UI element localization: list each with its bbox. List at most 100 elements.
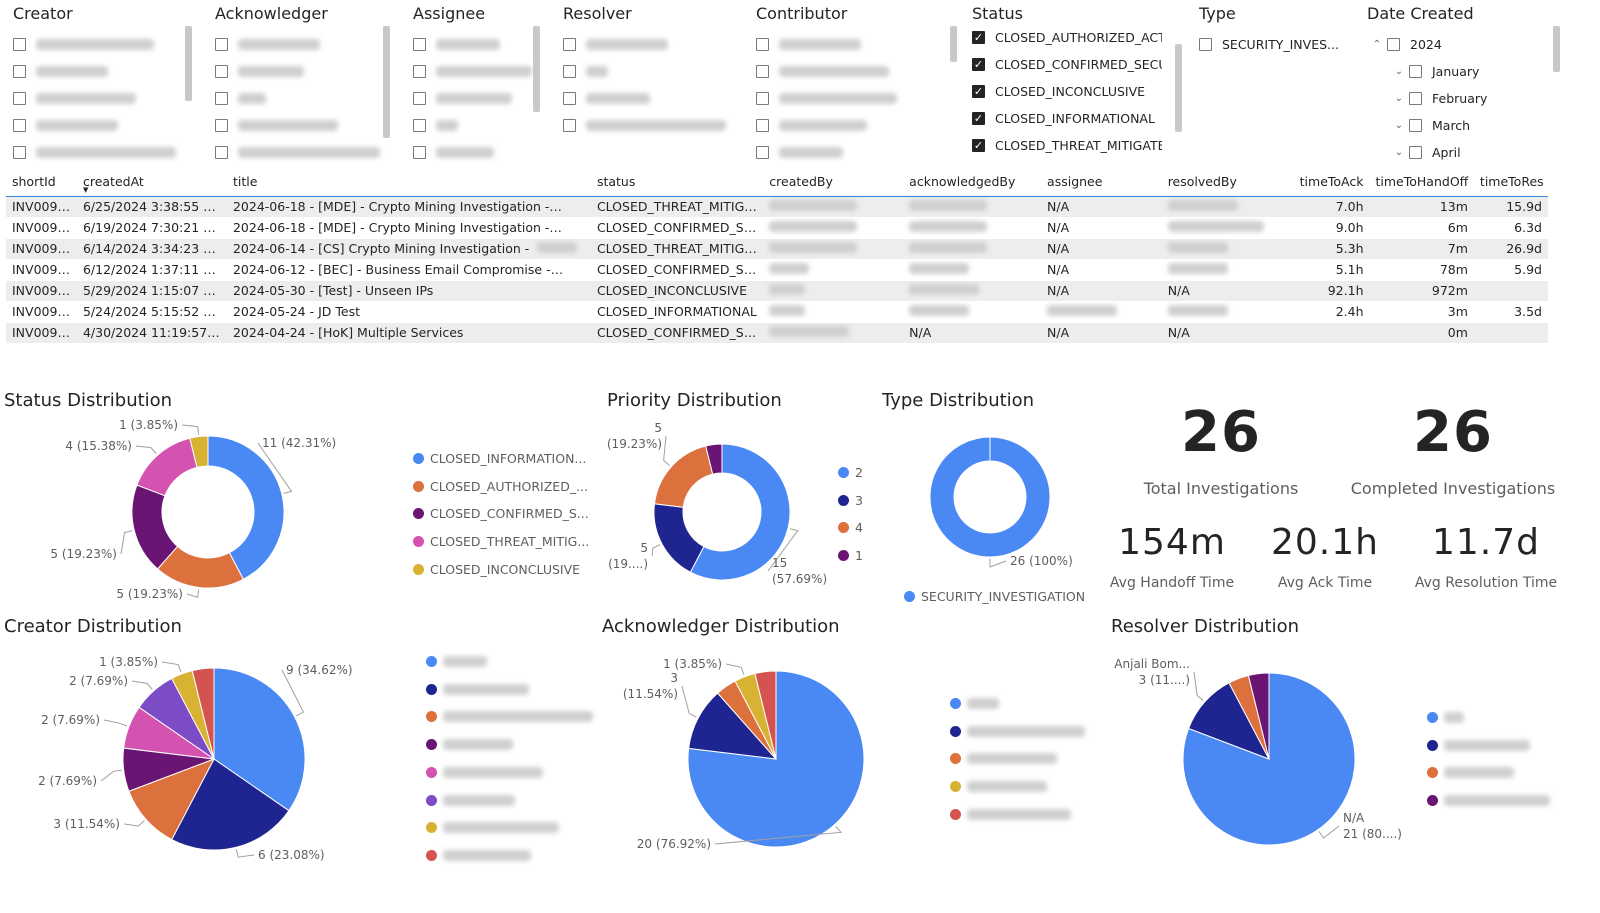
chevron-up-icon[interactable]: ⌃ — [1372, 39, 1382, 50]
slicer-item[interactable] — [13, 112, 203, 139]
legend-item-creator[interactable] — [426, 711, 593, 723]
legend-item-resolver[interactable] — [1427, 712, 1464, 723]
date-month-row[interactable]: ⌄ January — [1367, 58, 1557, 85]
legend-item-creator[interactable] — [426, 766, 543, 778]
legend-item-creator[interactable] — [426, 739, 513, 751]
slice-resolver-1[interactable] — [1187, 682, 1271, 760]
column-header-timeToRes[interactable]: timeToRes — [1473, 168, 1548, 197]
checkbox[interactable] — [563, 92, 576, 105]
checkbox[interactable] — [215, 119, 228, 132]
slice-resolver-3[interactable] — [1247, 672, 1270, 760]
table-row[interactable]: INV00928 6/12/2024 1:37:11 PM 2024-06-12 -… — [6, 259, 1548, 281]
slice-status-0[interactable] — [207, 435, 285, 580]
checkbox[interactable] — [13, 92, 26, 105]
sort-desc-icon[interactable]: ▼ — [82, 185, 89, 194]
table-row[interactable]: INV00930 6/14/2024 3:34:23 PM 2024-06-14 -… — [6, 238, 1548, 260]
slicer-item[interactable] — [13, 139, 203, 166]
checkbox[interactable] — [756, 119, 769, 132]
table-row[interactable]: INV00931 6/19/2024 7:30:21 AM 2024-06-18 -… — [6, 217, 1548, 239]
column-header-createdBy[interactable]: createdBy — [763, 168, 904, 197]
slicer-item[interactable] — [563, 112, 753, 139]
legend-item-creator[interactable] — [426, 794, 515, 806]
legend-item-creator[interactable] — [426, 822, 559, 834]
slice-creator-0[interactable] — [213, 667, 306, 812]
slice-ack-4[interactable] — [754, 670, 777, 760]
legend-item-status[interactable]: CLOSED_AUTHORIZED_... — [413, 479, 588, 494]
legend-item-status[interactable]: CLOSED_THREAT_MITIG... — [413, 534, 589, 549]
table-row[interactable]: INV00918 5/29/2024 1:15:07 PM 2024-05-30 -… — [6, 280, 1548, 302]
checkbox[interactable] — [215, 146, 228, 159]
slicer-item[interactable] — [563, 58, 753, 85]
slicer-item[interactable] — [413, 139, 603, 166]
scrollbar[interactable] — [1175, 44, 1182, 132]
slicer-item-status[interactable]: ✓ CLOSED_AUTHORIZED_ACTIVITY — [972, 24, 1162, 51]
slice-priority-2[interactable] — [653, 445, 714, 508]
table-row[interactable]: INV00908 4/30/2024 11:19:57 AM 2024-04-24 … — [6, 322, 1548, 344]
legend-item-ack[interactable] — [950, 725, 1085, 737]
slicer-item[interactable] — [13, 31, 203, 58]
checkbox[interactable]: ✓ — [972, 85, 985, 98]
column-header-assignee[interactable]: assignee — [1041, 168, 1162, 197]
table-row[interactable]: INV00917 5/24/2024 5:15:52 PM 2024-05-24 -… — [6, 301, 1548, 323]
checkbox[interactable] — [1409, 146, 1422, 159]
slice-priority-3[interactable] — [705, 443, 723, 475]
checkbox[interactable] — [215, 92, 228, 105]
scrollbar[interactable] — [950, 26, 957, 62]
slicer-item-status[interactable]: ✓ CLOSED_CONFIRMED_SECURIT... — [972, 51, 1162, 78]
checkbox[interactable] — [215, 65, 228, 78]
slice-ack-1[interactable] — [688, 692, 778, 760]
slice-creator-7[interactable] — [191, 667, 215, 760]
legend-item-priority[interactable]: 4 — [838, 520, 863, 535]
date-year-row[interactable]: ⌃ 2024 — [1367, 31, 1557, 58]
checkbox[interactable]: ✓ — [972, 58, 985, 71]
checkbox[interactable] — [413, 65, 426, 78]
slicer-item-status[interactable]: ✓ CLOSED_THREAT_MITIGATED — [972, 132, 1162, 159]
column-header-timeToHandOff[interactable]: timeToHandOff — [1369, 168, 1474, 197]
slicer-item-status[interactable]: ✓ CLOSED_INCONCLUSIVE — [972, 78, 1162, 105]
column-header-timeToAck[interactable]: timeToAck — [1293, 168, 1370, 197]
checkbox[interactable] — [756, 38, 769, 51]
legend-item-status[interactable]: CLOSED_INCONCLUSIVE — [413, 562, 580, 577]
legend-item-creator[interactable] — [426, 849, 531, 861]
checkbox[interactable] — [215, 38, 228, 51]
legend-item-creator[interactable] — [426, 656, 487, 667]
checkbox[interactable] — [413, 38, 426, 51]
column-header-shortId[interactable]: shortId — [6, 168, 77, 197]
slicer-item[interactable] — [756, 31, 946, 58]
legend-item-type[interactable]: SECURITY_INVESTIGATION — [904, 589, 1085, 604]
checkbox[interactable]: ✓ — [972, 112, 985, 125]
legend-item-resolver[interactable] — [1427, 767, 1514, 779]
slicer-item[interactable] — [413, 58, 603, 85]
date-month-row[interactable]: ⌄ March — [1367, 112, 1557, 139]
checkbox[interactable] — [13, 65, 26, 78]
checkbox[interactable] — [756, 92, 769, 105]
legend-item-status[interactable]: CLOSED_INFORMATION... — [413, 451, 586, 466]
checkbox[interactable] — [413, 146, 426, 159]
slicer-item[interactable] — [13, 58, 203, 85]
slice-status-4[interactable] — [189, 435, 209, 468]
slice-type-0[interactable] — [929, 436, 1051, 558]
chevron-down-icon[interactable]: ⌄ — [1394, 147, 1404, 158]
scrollbar[interactable] — [1553, 26, 1560, 72]
checkbox[interactable] — [1409, 92, 1422, 105]
checkbox[interactable] — [413, 92, 426, 105]
legend-item-ack[interactable] — [950, 781, 1047, 793]
slicer-item[interactable] — [756, 85, 946, 112]
slicer-item[interactable] — [215, 112, 405, 139]
table-row[interactable]: INV00932 6/25/2024 3:38:55 PM 2024-06-18 -… — [6, 196, 1548, 218]
slicer-item[interactable] — [563, 31, 753, 58]
checkbox[interactable] — [563, 38, 576, 51]
checkbox[interactable] — [756, 65, 769, 78]
column-header-createdAt[interactable]: createdAt ▼ — [76, 168, 227, 197]
legend-item-resolver[interactable] — [1427, 739, 1530, 751]
legend-item-status[interactable]: CLOSED_CONFIRMED_S... — [413, 506, 589, 521]
checkbox[interactable] — [1409, 119, 1422, 132]
checkbox[interactable]: ✓ — [972, 31, 985, 44]
scrollbar[interactable] — [383, 26, 390, 138]
checkbox[interactable] — [13, 119, 26, 132]
legend-item-ack[interactable] — [950, 808, 1071, 820]
checkbox[interactable] — [563, 119, 576, 132]
column-header-title[interactable]: title — [226, 168, 591, 197]
slicer-item[interactable] — [563, 85, 753, 112]
legend-item-creator[interactable] — [426, 683, 529, 695]
